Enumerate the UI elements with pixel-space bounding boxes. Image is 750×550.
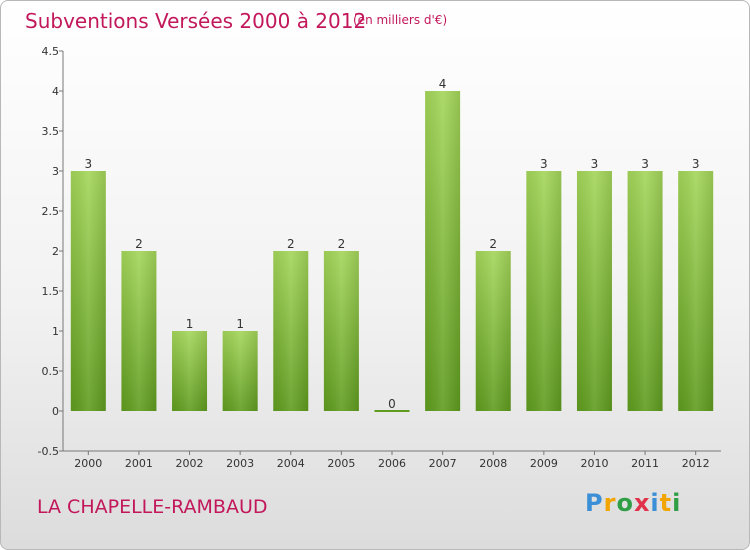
x-tick-label: 2005	[327, 457, 355, 470]
x-tick-label: 2000	[74, 457, 102, 470]
bar-shade-2008	[475, 251, 511, 411]
x-tick-label: 2011	[631, 457, 659, 470]
y-tick-label: 4	[52, 85, 59, 98]
x-tick-label: 2004	[277, 457, 305, 470]
x-tick-label: 2010	[580, 457, 608, 470]
logo-letter: P	[585, 489, 604, 517]
proxiti-logo: Proxiti	[585, 489, 681, 517]
logo-letter: r	[603, 489, 617, 517]
data-label: 3	[641, 157, 649, 171]
chart-title: Subventions Versées 2000 à 2012	[25, 9, 367, 33]
data-label: 1	[236, 317, 244, 331]
bar-shade-2002	[172, 331, 208, 411]
bar-shade-2010	[576, 171, 612, 411]
x-tick-label: 2002	[176, 457, 204, 470]
bar-shade-2004	[273, 251, 309, 411]
logo-letter: o	[616, 489, 634, 517]
bar-shade-2001	[121, 251, 157, 411]
data-label: 4	[439, 77, 447, 91]
bar-shade-2000	[70, 171, 106, 411]
y-tick-label: 2	[52, 245, 59, 258]
data-label: 3	[591, 157, 599, 171]
data-label: 3	[692, 157, 700, 171]
bar-shade-2011	[627, 171, 663, 411]
x-tick-label: 2003	[226, 457, 254, 470]
x-tick-label: 2006	[378, 457, 406, 470]
logo-letter: i	[650, 489, 660, 517]
data-label: 2	[338, 237, 346, 251]
y-tick-label: 3	[52, 165, 59, 178]
chart-subtitle: (en milliers d'€)	[353, 13, 448, 27]
bar-shade-2007	[425, 91, 461, 411]
data-label: 1	[186, 317, 194, 331]
x-tick-label: 2008	[479, 457, 507, 470]
x-tick-label: 2001	[125, 457, 153, 470]
bar-shade-2012	[678, 171, 714, 411]
y-tick-label: 3.5	[42, 125, 60, 138]
y-tick-label: 4.5	[42, 45, 60, 58]
y-tick-label: 0.5	[42, 365, 60, 378]
data-label: 3	[84, 157, 92, 171]
x-tick-label: 2007	[429, 457, 457, 470]
bar-shade-2009	[526, 171, 562, 411]
x-tick-label: 2009	[530, 457, 558, 470]
commune-name: LA CHAPELLE-RAMBAUD	[37, 496, 268, 518]
y-tick-label: 2.5	[42, 205, 60, 218]
data-label: 0	[388, 397, 396, 411]
data-label: 2	[135, 237, 143, 251]
data-label: 3	[540, 157, 548, 171]
y-tick-label: 1	[52, 325, 59, 338]
data-label: 2	[489, 237, 497, 251]
data-label: 2	[287, 237, 295, 251]
y-tick-label: 1.5	[42, 285, 60, 298]
y-tick-label: -0.5	[38, 445, 59, 458]
logo-letter: i	[672, 489, 682, 517]
x-tick-label: 2012	[682, 457, 710, 470]
bar-shade-2005	[323, 251, 359, 411]
y-tick-label: 0	[52, 405, 59, 418]
bar-shade-2003	[222, 331, 258, 411]
logo-letter: t	[659, 489, 673, 517]
logo-letter: x	[633, 489, 651, 517]
